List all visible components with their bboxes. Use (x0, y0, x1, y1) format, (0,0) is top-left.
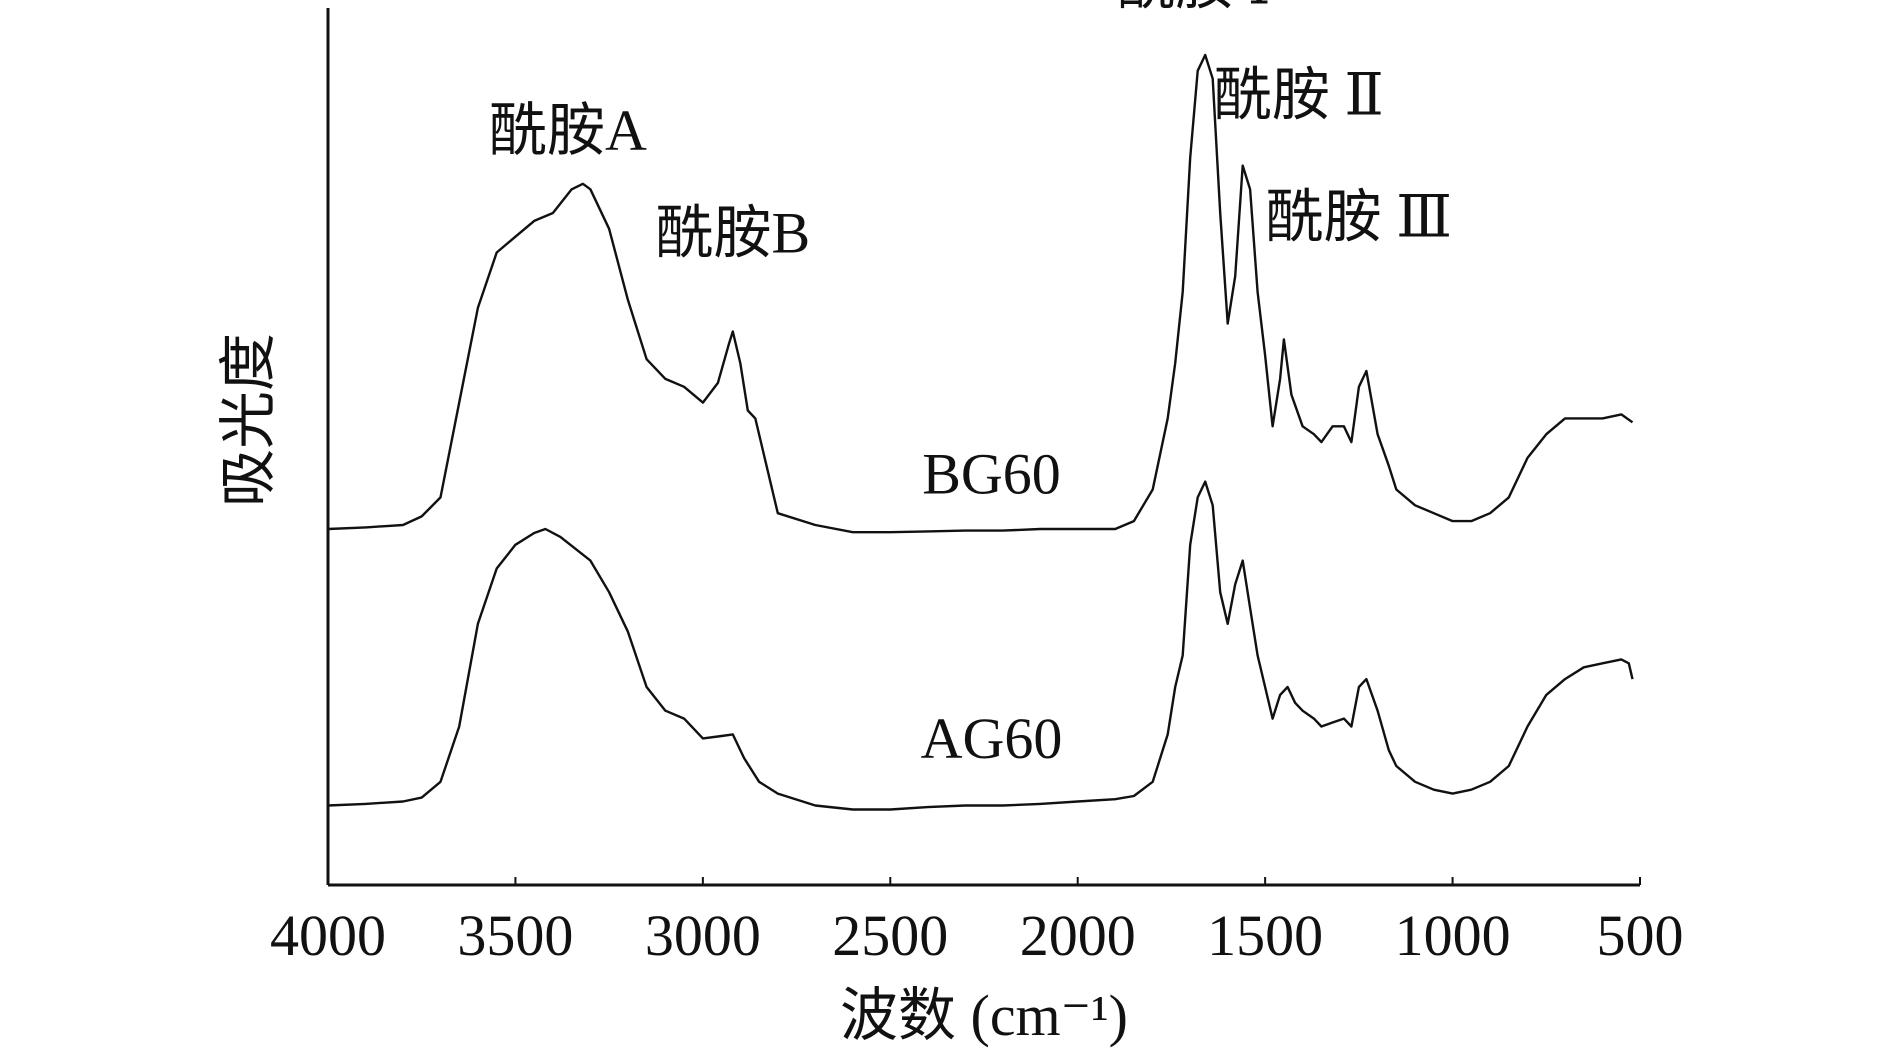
x-tick-label: 4000 (270, 903, 386, 968)
series-layer (327, 53, 1634, 811)
peak-annotation: 酰胺A (489, 98, 647, 163)
x-tick-label: 3500 (457, 903, 573, 968)
peak-annotation: 酰胺 Ⅰ (1117, 0, 1270, 17)
series-label-ag60: AG60 (921, 706, 1063, 771)
x-tick-label: 3000 (645, 903, 761, 968)
series-label-bg60: BG60 (922, 441, 1061, 506)
x-ticks: 4000 3500 3000 2500 2000 1500 1000 500 (270, 877, 1684, 968)
x-tick-label: 500 (1597, 903, 1684, 968)
x-tick-label: 1000 (1395, 903, 1511, 968)
x-tick-label: 1500 (1207, 903, 1323, 968)
series-line-ag60 (327, 480, 1634, 811)
x-axis-title: 波数 (cm⁻¹) (840, 983, 1128, 1048)
peak-annotation: 酰胺 Ⅲ (1266, 185, 1452, 250)
x-tick-label: 2500 (832, 903, 948, 968)
y-axis-title: 吸光度 (216, 333, 281, 507)
x-tick-label: 2000 (1020, 903, 1136, 968)
peak-annotation: 酰胺 Ⅱ (1214, 62, 1384, 127)
series-line-bg60 (327, 53, 1634, 534)
axes-layer (326, 8, 1640, 887)
peak-annotation: 酰胺B (656, 201, 811, 266)
